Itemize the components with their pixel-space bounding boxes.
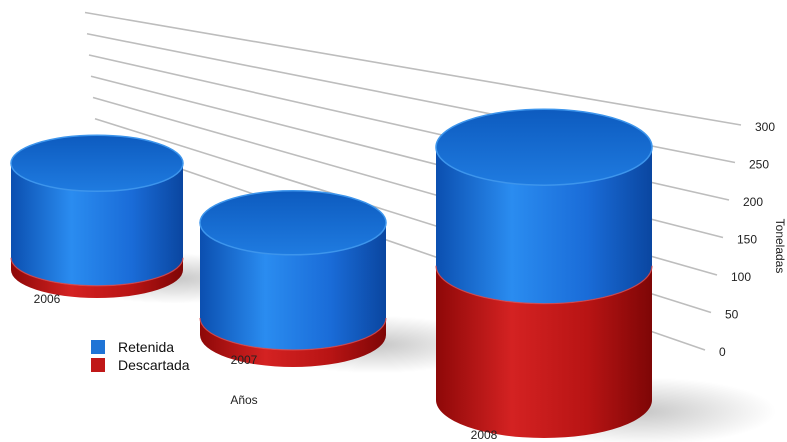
x-category-label: 2008 bbox=[471, 428, 498, 442]
y-tick-label: 0 bbox=[719, 345, 726, 359]
cylinder-top-2008 bbox=[435, 108, 653, 186]
cylinder-2008 bbox=[435, 108, 777, 442]
bar-2007-descartada bbox=[200, 318, 386, 367]
y-tick-label: 200 bbox=[743, 195, 763, 209]
y-tick-label: 100 bbox=[731, 270, 751, 284]
segment-rim bbox=[199, 317, 387, 351]
bar-2006-descartada bbox=[11, 257, 183, 298]
y-tick-label: 50 bbox=[725, 308, 739, 322]
gridline-300 bbox=[84, 11, 742, 126]
cylinder-top-2006 bbox=[10, 134, 184, 192]
cylinder-top-2007 bbox=[199, 190, 387, 256]
y-tick-label: 300 bbox=[755, 120, 775, 134]
bars bbox=[10, 108, 777, 442]
legend: Retenida Descartada bbox=[91, 339, 190, 373]
gridlines bbox=[84, 11, 742, 351]
x-axis-label: Años bbox=[230, 393, 257, 407]
x-axis-categories: 2006 2007 2008 bbox=[34, 292, 498, 442]
y-axis-ticks: 0 50 100 150 200 250 300 bbox=[719, 120, 775, 359]
y-axis-label: Toneladas bbox=[773, 219, 787, 274]
legend-label-retenida: Retenida bbox=[118, 339, 174, 355]
bar-2007-retenida bbox=[200, 222, 386, 350]
x-category-label: 2007 bbox=[231, 353, 258, 367]
bar-2006-retenida bbox=[11, 163, 183, 286]
y-tick-label: 150 bbox=[737, 233, 757, 247]
legend-label-descartada: Descartada bbox=[118, 357, 190, 373]
x-category-label: 2006 bbox=[34, 292, 61, 306]
legend-swatch-descartada bbox=[91, 358, 105, 372]
legend-swatch-retenida bbox=[91, 340, 105, 354]
bar-2008-retenida bbox=[436, 147, 652, 304]
segment-rim bbox=[435, 265, 653, 305]
bar-2008-descartada bbox=[436, 265, 652, 438]
cylinder-2007 bbox=[199, 190, 493, 374]
y-tick-label: 250 bbox=[749, 158, 769, 172]
segment-rim bbox=[10, 257, 184, 287]
